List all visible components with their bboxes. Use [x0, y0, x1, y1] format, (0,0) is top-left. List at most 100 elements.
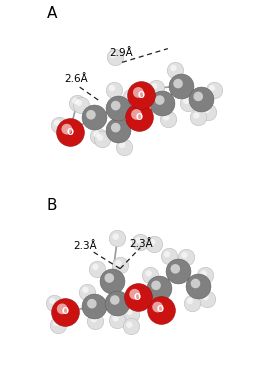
Text: O: O — [66, 127, 73, 136]
Point — [116, 127, 120, 133]
Point — [92, 114, 96, 120]
Point — [135, 294, 140, 300]
Point — [204, 107, 209, 113]
Point — [178, 83, 183, 89]
Point — [98, 135, 102, 141]
Point — [118, 262, 122, 268]
Point — [115, 317, 119, 323]
Point — [57, 122, 61, 128]
Point — [60, 306, 64, 312]
Point — [206, 109, 210, 115]
Point — [136, 237, 141, 243]
Point — [166, 116, 170, 122]
Point — [122, 144, 126, 150]
Point — [127, 309, 132, 315]
Point — [147, 270, 151, 276]
Point — [129, 323, 133, 329]
Point — [188, 298, 192, 304]
Point — [136, 89, 140, 96]
Text: O: O — [138, 91, 145, 100]
Point — [115, 300, 119, 306]
Text: B: B — [47, 198, 57, 213]
Point — [68, 129, 72, 135]
Point — [139, 92, 143, 99]
Point — [196, 114, 200, 120]
Text: 2.3Å: 2.3Å — [130, 239, 153, 249]
Point — [176, 80, 180, 86]
Text: A: A — [47, 6, 57, 21]
Text: 2.9Å: 2.9Å — [109, 48, 133, 58]
Point — [134, 111, 139, 117]
Point — [75, 100, 79, 106]
Point — [164, 114, 168, 120]
Text: 2.3Å: 2.3Å — [73, 241, 97, 251]
Text: O: O — [136, 113, 143, 122]
Point — [173, 67, 177, 73]
Point — [160, 100, 164, 106]
Point — [114, 234, 118, 240]
Point — [129, 94, 133, 100]
Point — [184, 254, 188, 260]
Point — [114, 124, 118, 130]
Point — [202, 270, 206, 276]
Point — [93, 264, 98, 270]
Text: O: O — [157, 305, 164, 314]
Point — [55, 120, 59, 126]
Point — [65, 126, 69, 132]
Point — [92, 303, 97, 309]
Point — [203, 294, 208, 300]
Point — [190, 300, 194, 306]
Point — [148, 272, 153, 278]
Point — [165, 251, 169, 257]
Point — [77, 100, 81, 106]
Point — [184, 98, 188, 104]
Point — [85, 289, 89, 295]
Point — [92, 316, 96, 322]
Point — [112, 87, 116, 93]
Point — [154, 282, 158, 288]
Point — [210, 85, 214, 91]
Point — [78, 102, 83, 108]
Point — [196, 283, 200, 289]
Text: O: O — [62, 307, 69, 316]
Point — [158, 307, 163, 313]
Point — [54, 320, 58, 326]
Point — [193, 280, 198, 287]
Point — [157, 97, 162, 103]
Point — [120, 142, 124, 148]
Point — [137, 114, 142, 120]
Text: O: O — [134, 293, 141, 302]
Point — [93, 318, 98, 324]
Point — [73, 98, 77, 104]
Point — [110, 277, 114, 284]
Point — [111, 52, 115, 58]
Point — [154, 85, 158, 91]
Point — [155, 304, 160, 310]
Text: 2.6Å: 2.6Å — [64, 74, 88, 84]
Point — [127, 92, 132, 99]
Point — [52, 300, 56, 306]
Point — [127, 322, 132, 328]
Point — [114, 315, 118, 321]
Point — [63, 309, 67, 315]
Point — [173, 266, 177, 272]
Point — [115, 235, 119, 241]
Point — [83, 287, 88, 293]
Point — [150, 239, 155, 245]
Point — [100, 136, 104, 143]
Point — [157, 285, 161, 291]
Point — [194, 113, 198, 119]
Point — [56, 321, 60, 327]
Point — [114, 103, 118, 109]
Point — [138, 239, 143, 245]
Point — [50, 298, 55, 304]
Point — [211, 87, 216, 93]
Point — [152, 241, 156, 247]
Point — [132, 291, 137, 297]
Point — [113, 297, 117, 303]
Point — [116, 260, 120, 266]
Point — [182, 252, 186, 258]
Point — [90, 301, 94, 307]
Point — [113, 54, 117, 60]
Point — [171, 65, 176, 71]
